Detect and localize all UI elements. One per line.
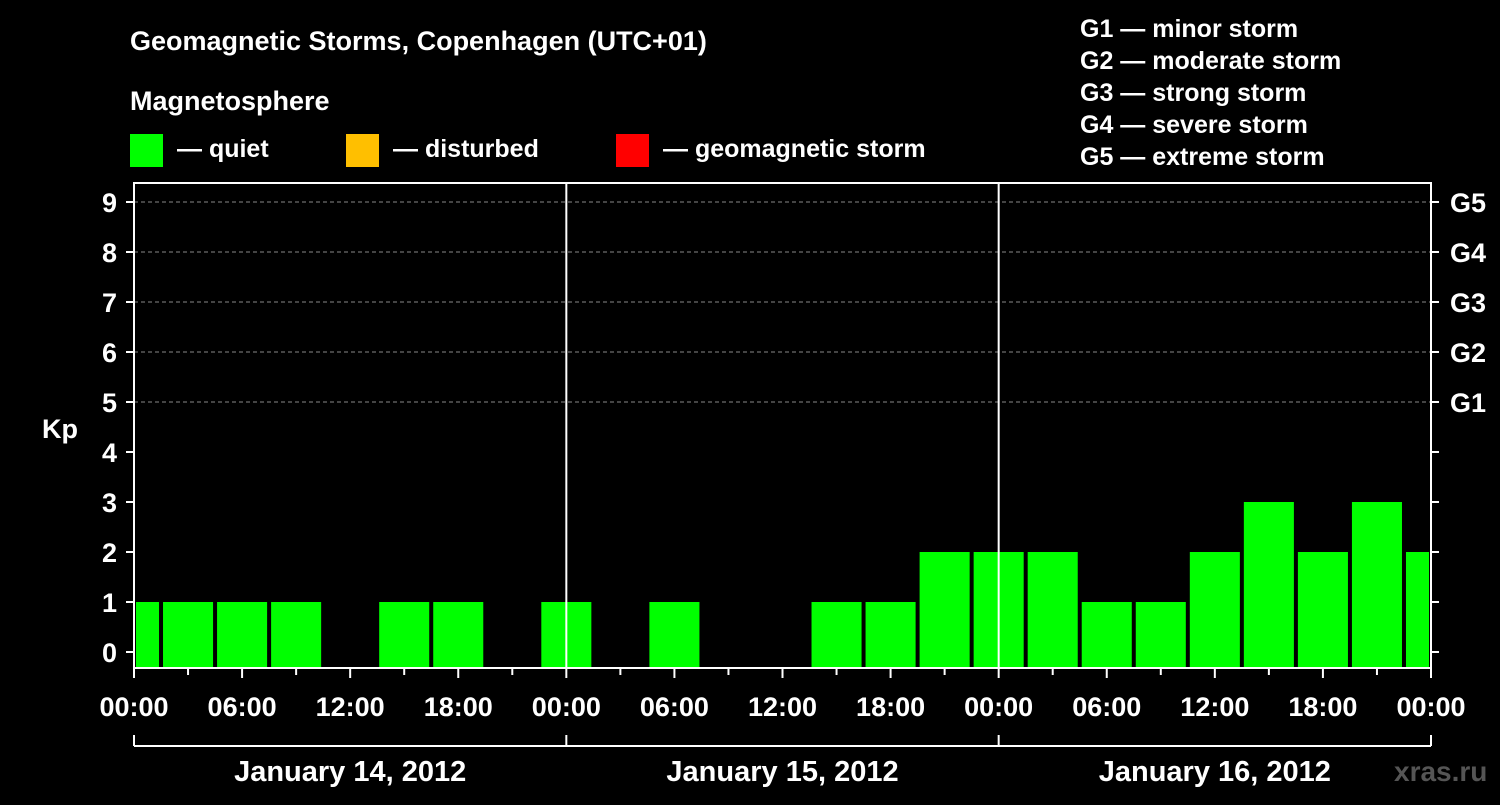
bar-2 (217, 602, 268, 668)
storm-legend-g2: G2 — moderate storm (1080, 47, 1341, 75)
date-label-1: January 15, 2012 (666, 756, 898, 788)
x-tick-label-7: 18:00 (856, 692, 925, 722)
date-label-2: January 16, 2012 (1099, 756, 1331, 788)
legend-label-2: — geomagnetic storm (663, 135, 926, 163)
storm-level-label-g1: G1 (1450, 388, 1486, 418)
date-label-0: January 14, 2012 (234, 756, 466, 788)
y-tick-label-1: 1 (102, 588, 117, 618)
bar-15 (919, 552, 970, 668)
chart-subtitle: Magnetosphere (130, 86, 330, 116)
x-tick-label-1: 06:00 (208, 692, 277, 722)
legend-label-1: — disturbed (393, 135, 539, 163)
y-tick-label-3: 3 (102, 488, 117, 518)
bar-22 (1297, 552, 1348, 668)
storm-scale-legend: G1 — minor storm G2 — moderate storm G3 — … (1080, 15, 1341, 171)
storm-level-label-g4: G4 (1450, 238, 1486, 268)
x-tick-label-12: 00:00 (1396, 692, 1465, 722)
legend-swatch-2 (616, 134, 649, 167)
y-tick-label-9: 9 (102, 188, 117, 218)
x-tick-label-11: 18:00 (1288, 692, 1357, 722)
bar-24 (1405, 552, 1429, 668)
x-tick-label-6: 12:00 (748, 692, 817, 722)
x-tick-label-9: 06:00 (1072, 692, 1141, 722)
bar-19 (1135, 602, 1186, 668)
y-axis: 0 1 2 3 4 5 6 7 8 9 (102, 188, 134, 668)
x-tick-label-2: 12:00 (316, 692, 385, 722)
storm-legend-g3: G3 — strong storm (1080, 79, 1306, 107)
x-tick-label-5: 06:00 (640, 692, 709, 722)
x-tick-label-10: 12:00 (1180, 692, 1249, 722)
y-tick-label-8: 8 (102, 238, 117, 268)
y-tick-label-7: 7 (102, 288, 117, 318)
storm-level-axis: G1 G2 G3 G4 G5 (1431, 188, 1486, 653)
y-tick-label-6: 6 (102, 338, 117, 368)
storm-level-label-g2: G2 (1450, 338, 1486, 368)
bar-10 (649, 602, 700, 668)
y-tick-label-4: 4 (102, 438, 117, 468)
bar-20 (1189, 552, 1240, 668)
bar-21 (1243, 502, 1294, 668)
x-tick-label-8: 00:00 (964, 692, 1033, 722)
x-axis: 00:00 06:00 12:00 18:00 00:00 06:00 12:00 18:00… (99, 668, 1466, 788)
legend-label-0: — quiet (177, 135, 269, 163)
chart-title: Geomagnetic Storms, Copenhagen (UTC+01) (130, 26, 707, 56)
y-axis-label: Kp (42, 414, 78, 444)
bar-17 (1027, 552, 1078, 668)
x-tick-label-3: 18:00 (424, 692, 493, 722)
y-tick-label-2: 2 (102, 538, 117, 568)
bar-6 (433, 602, 484, 668)
storm-level-label-g5: G5 (1450, 188, 1486, 218)
bar-3 (271, 602, 322, 668)
bar-13 (811, 602, 862, 668)
bars (136, 502, 1429, 668)
storm-legend-g1: G1 — minor storm (1080, 15, 1298, 43)
legend-swatch-0 (130, 134, 163, 167)
gridlines (134, 201, 1431, 403)
bar-18 (1081, 602, 1132, 668)
x-tick-label-4: 00:00 (532, 692, 601, 722)
watermark: xras.ru (1394, 756, 1487, 787)
bar-1 (163, 602, 214, 668)
y-tick-label-0: 0 (102, 638, 117, 668)
storm-legend-g4: G4 — severe storm (1080, 111, 1308, 139)
bar-5 (379, 602, 430, 668)
storm-level-label-g3: G3 (1450, 288, 1486, 318)
bar-14 (865, 602, 916, 668)
storm-legend-g5: G5 — extreme storm (1080, 143, 1325, 171)
y-tick-label-5: 5 (102, 388, 117, 418)
bar-0 (136, 602, 160, 668)
legend-swatch-1 (346, 134, 379, 167)
status-legend: — quiet — disturbed — geomagnetic storm (130, 134, 926, 167)
bar-23 (1351, 502, 1402, 668)
x-tick-label-0: 00:00 (99, 692, 168, 722)
